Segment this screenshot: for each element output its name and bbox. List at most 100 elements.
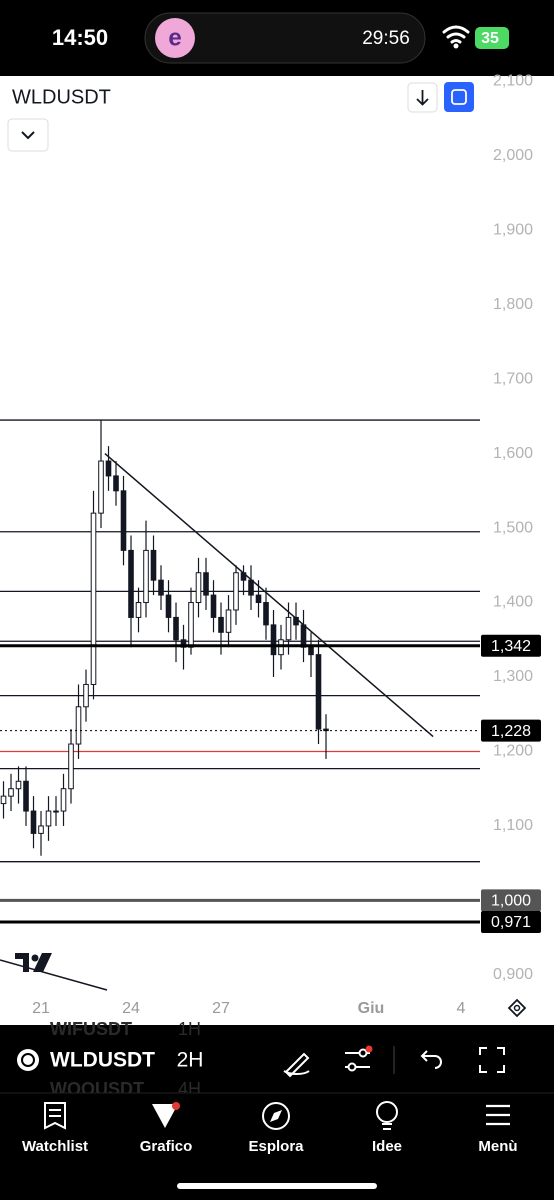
x-tick-label: 4 xyxy=(457,1000,466,1017)
candle-body xyxy=(23,780,29,812)
nav-bar xyxy=(0,1093,554,1200)
watchlist-icon[interactable] xyxy=(44,1102,66,1130)
candle-body xyxy=(150,549,157,581)
candle-body xyxy=(75,706,82,745)
candle-body xyxy=(83,683,89,708)
x-tick-label: 24 xyxy=(122,1000,140,1017)
candle-body xyxy=(218,616,224,633)
candle-body xyxy=(195,572,202,604)
toggle-icon xyxy=(451,89,467,105)
candle-body xyxy=(188,602,194,648)
nav-label[interactable]: Grafico xyxy=(140,1138,193,1155)
y-tick-label: 1,400 xyxy=(493,594,533,611)
candle-body xyxy=(105,460,112,477)
fullscreen-icon[interactable] xyxy=(479,1047,505,1073)
chevron-icon xyxy=(21,131,35,140)
undo-icon[interactable] xyxy=(420,1050,442,1069)
candle-body xyxy=(165,594,172,618)
behind-interval: 1H xyxy=(178,1019,201,1039)
ideas-icon[interactable] xyxy=(376,1101,398,1123)
candle-body xyxy=(263,602,269,626)
chart-background xyxy=(0,76,554,1025)
y-tick-label: 1,900 xyxy=(493,221,533,238)
nav-label[interactable]: Watchlist xyxy=(22,1138,88,1155)
dropdown-button[interactable] xyxy=(7,118,49,152)
candle-body xyxy=(128,549,134,618)
candle-body xyxy=(173,616,179,641)
y-tick-label: 0,900 xyxy=(493,966,533,983)
candle-body xyxy=(60,788,67,812)
behind-symbol: WIFUSDT xyxy=(50,1019,132,1039)
y-tick-label: 1,200 xyxy=(493,743,533,760)
dynamic-island xyxy=(144,12,426,64)
price-label: 1,342 xyxy=(491,638,531,655)
symbol-title: WLDUSDT xyxy=(12,86,111,108)
x-tick-label: 21 xyxy=(32,1000,50,1017)
candle-body xyxy=(248,579,254,596)
toolbar xyxy=(0,1025,554,1093)
candle-body xyxy=(0,795,7,805)
candle-body xyxy=(90,512,97,685)
candle-body xyxy=(315,654,322,730)
symbol-icon xyxy=(17,1049,39,1071)
home-indicator xyxy=(177,1183,377,1189)
nav-label[interactable]: Menù xyxy=(478,1138,517,1155)
candle-body xyxy=(53,810,59,813)
candle-body xyxy=(308,646,314,656)
explore-icon[interactable] xyxy=(262,1102,290,1130)
indicators-knob xyxy=(358,1048,368,1058)
y-tick-label: 1,700 xyxy=(493,370,533,387)
app-icon xyxy=(155,18,195,58)
battery-level: 35 xyxy=(481,30,499,47)
notification-dot xyxy=(365,1045,373,1053)
y-tick-label: 1,600 xyxy=(493,445,533,462)
chart-icon[interactable] xyxy=(152,1104,178,1128)
explore-needle xyxy=(270,1110,282,1122)
toolbar-interval[interactable]: 2H xyxy=(177,1049,204,1072)
y-tick-label: 2,100 xyxy=(493,72,533,89)
app-icon-letter: e xyxy=(168,24,181,51)
candle-body xyxy=(300,624,307,648)
candle-body xyxy=(113,475,119,492)
drawing-line xyxy=(0,959,108,991)
nav-label[interactable]: Esplora xyxy=(248,1138,304,1155)
price-label: 1,228 xyxy=(491,723,531,740)
toolbar-symbol[interactable]: WLDUSDT xyxy=(50,1049,155,1072)
fullscreen-toggle[interactable] xyxy=(444,82,474,112)
candle-body xyxy=(255,594,262,604)
candle-body xyxy=(98,460,104,514)
candle-body xyxy=(120,490,127,551)
candle-body xyxy=(68,743,74,790)
x-tick-label: 27 xyxy=(212,1000,230,1017)
price-label-box xyxy=(481,889,541,912)
wifi-icon xyxy=(442,25,470,44)
candle-body xyxy=(8,788,14,797)
candle-body xyxy=(45,810,52,827)
timer: 29:56 xyxy=(362,28,410,49)
candle-body xyxy=(15,780,22,790)
candle-body xyxy=(233,572,239,611)
y-tick-label: 1,800 xyxy=(493,296,533,313)
candle-body xyxy=(158,579,164,596)
candle-body xyxy=(285,616,292,641)
draw-tool-icon[interactable] xyxy=(283,1052,310,1078)
clock: 14:50 xyxy=(52,25,108,50)
tradingview-logo-dot xyxy=(31,954,39,962)
settings-icon-center xyxy=(513,1004,521,1012)
y-tick-label: 1,100 xyxy=(493,817,533,834)
plot: 2,100 2,000 1,900 1,800 1,700 1,600 1,500 1,400… xyxy=(0,72,541,1017)
price-label-box xyxy=(481,911,541,934)
candle-body xyxy=(30,810,37,834)
settings-icon[interactable] xyxy=(507,998,527,1018)
candle-body xyxy=(270,624,277,656)
candle-body xyxy=(225,609,232,633)
menu-icon[interactable] xyxy=(486,1104,510,1126)
price-label: 1,000 xyxy=(491,893,531,910)
symbol-icon-inner xyxy=(21,1053,35,1067)
candle-body xyxy=(203,572,209,596)
nav-label[interactable]: Idee xyxy=(372,1138,402,1155)
ideas-base xyxy=(382,1123,392,1130)
notification-dot xyxy=(172,1102,180,1110)
